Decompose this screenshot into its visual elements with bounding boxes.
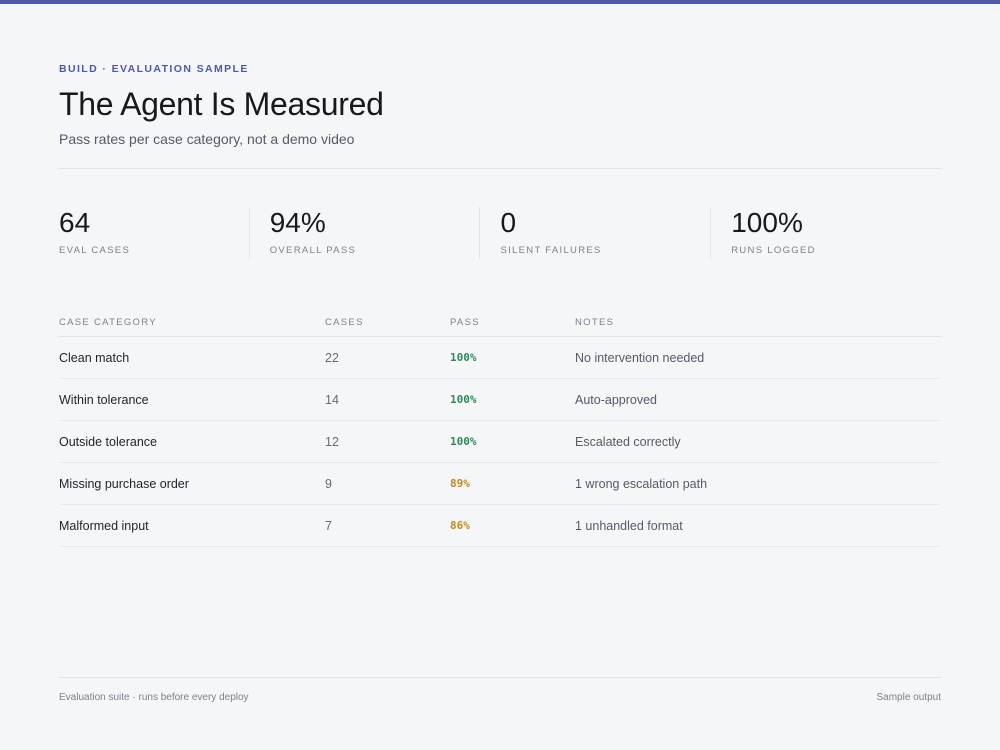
header-divider (59, 168, 941, 169)
page-content: BUILD · EVALUATION SAMPLE The Agent Is M… (59, 0, 941, 750)
results-table: CASE CATEGORY CASES PASS NOTES Clean mat… (59, 310, 941, 547)
metric-label: EVAL CASES (59, 245, 131, 256)
column-header-notes: NOTES (575, 317, 615, 328)
metric-label: RUNS LOGGED (731, 245, 816, 256)
cell-category: Within tolerance (59, 392, 149, 407)
table-row: Within tolerance 14 100% Auto-approved (59, 379, 941, 421)
eyebrow-label: BUILD · EVALUATION SAMPLE (59, 63, 249, 75)
cell-category: Malformed input (59, 518, 149, 533)
metric-label: SILENT FAILURES (500, 245, 602, 256)
cell-category: Clean match (59, 350, 130, 365)
metric-value: 64 (59, 207, 91, 238)
column-header-category: CASE CATEGORY (59, 317, 157, 328)
cell-cases: 7 (325, 518, 332, 533)
table-row: Clean match 22 100% No intervention need… (59, 337, 941, 379)
metric-silent-failures: 0 SILENT FAILURES (479, 207, 710, 259)
cell-cases: 9 (325, 476, 332, 491)
cell-category: Outside tolerance (59, 434, 157, 449)
metric-value: 100% (731, 207, 803, 238)
cell-pass: 86% (450, 519, 470, 532)
cell-notes: Auto-approved (575, 392, 658, 407)
cell-cases: 14 (325, 392, 339, 407)
metric-value: 94% (269, 207, 326, 238)
page-subtitle: Pass rates per case category, not a demo… (59, 131, 355, 147)
cell-notes: No intervention needed (575, 350, 705, 365)
metric-runs-logged: 100% RUNS LOGGED (710, 207, 941, 259)
cell-pass: 100% (450, 435, 477, 448)
cell-notes: Escalated correctly (575, 434, 681, 449)
footer-note: Evaluation suite · runs before every dep… (59, 692, 249, 703)
footer-divider (59, 677, 941, 678)
footer-sample-label: Sample output (876, 692, 942, 703)
metric-value: 0 (500, 207, 517, 238)
metric-label: OVERALL PASS (269, 245, 357, 256)
cell-notes: 1 unhandled format (575, 518, 683, 533)
page-title: The Agent Is Measured (59, 86, 384, 122)
metric-eval-cases: 64 EVAL CASES (59, 207, 249, 259)
column-header-cases: CASES (325, 317, 364, 328)
table-row: Missing purchase order 9 89% 1 wrong esc… (59, 463, 941, 505)
table-row: Malformed input 7 86% 1 unhandled format (59, 505, 941, 547)
table-row: Outside tolerance 12 100% Escalated corr… (59, 421, 941, 463)
cell-cases: 12 (325, 434, 339, 449)
cell-notes: 1 wrong escalation path (575, 476, 708, 491)
cell-pass: 100% (450, 351, 477, 364)
metrics-row: 64 EVAL CASES 94% OVERALL PASS 0 SILENT … (59, 207, 941, 259)
cell-category: Missing purchase order (59, 476, 189, 491)
table-header: CASE CATEGORY CASES PASS NOTES (59, 310, 941, 337)
cell-pass: 89% (450, 477, 470, 490)
accent-top-bar (0, 0, 1000, 4)
cell-cases: 22 (325, 350, 339, 365)
cell-pass: 100% (450, 393, 477, 406)
column-header-pass: PASS (450, 317, 480, 328)
metric-overall-pass: 94% OVERALL PASS (248, 207, 480, 259)
